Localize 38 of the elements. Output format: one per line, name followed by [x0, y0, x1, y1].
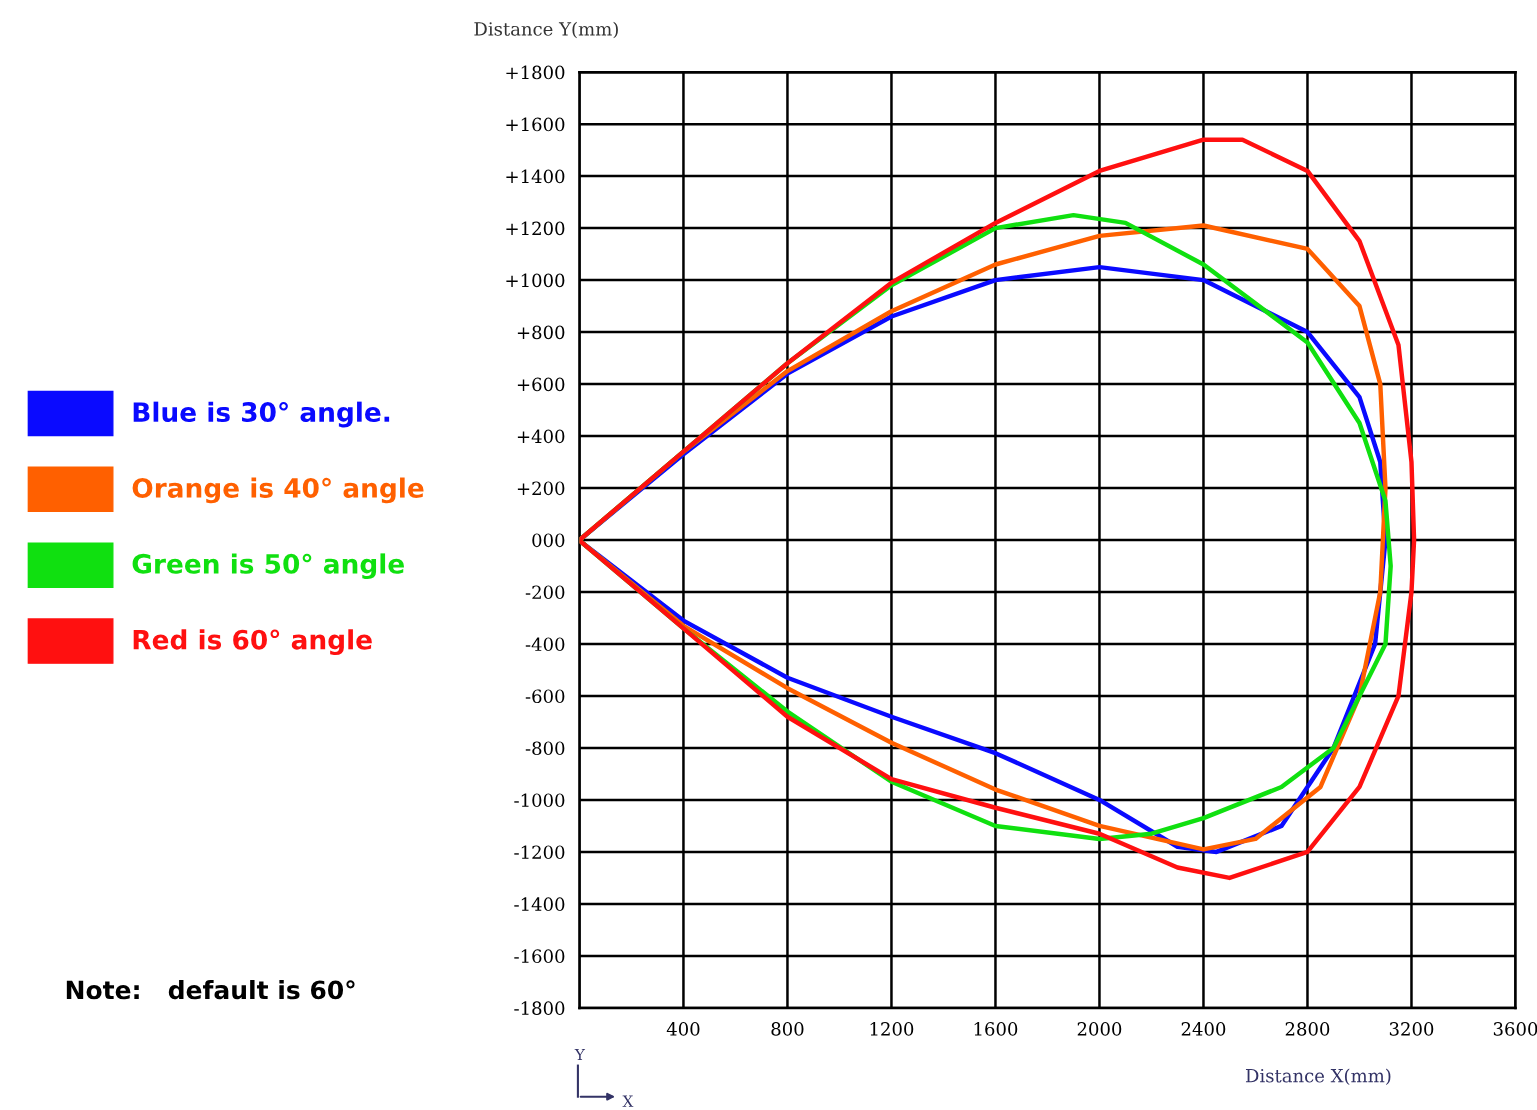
- y-tick-label: +1000: [506, 273, 565, 288]
- y-tick-label: -1000: [514, 793, 565, 808]
- y-tick-label: +1800: [506, 65, 565, 80]
- y-tick-label: +400: [517, 429, 565, 444]
- y-tick-label: -1400: [514, 897, 565, 912]
- line-series: [579, 137, 1417, 881]
- y-tick-label: -600: [525, 689, 565, 704]
- x-axis-title: Distance X(mm): [1245, 1068, 1391, 1086]
- legend-label: Red is 60° angle: [133, 629, 372, 655]
- text: Note: default is 60°: [66, 980, 355, 1000]
- x-tick-label: 3200: [1389, 1022, 1434, 1036]
- y-tick-label: -1600: [514, 949, 565, 964]
- y-tick-label: -200: [525, 585, 565, 600]
- x-tick-label: 2000: [1077, 1022, 1122, 1036]
- legend-label: Orange is 40° angle: [132, 477, 424, 504]
- y-tick-label: +200: [517, 481, 565, 496]
- x-tick-label: 2400: [1181, 1022, 1226, 1036]
- x-tick-label: 800: [771, 1022, 804, 1036]
- y-tick-label: +800: [517, 325, 565, 340]
- x-tick-label: 400: [666, 1022, 700, 1036]
- text: X: [622, 1095, 634, 1107]
- y-tick-label: 000: [532, 533, 565, 548]
- text: Y: [574, 1048, 586, 1061]
- legend-label: Blue is 30° angle.: [133, 401, 390, 428]
- x-tick-label: 1200: [870, 1022, 914, 1036]
- y-tick-label: -800: [525, 741, 565, 756]
- y-tick-label: -1200: [514, 845, 565, 860]
- y-tick-label: +1600: [506, 117, 565, 132]
- y-tick-label: +1200: [506, 221, 565, 236]
- legend-label: Green is 50° angle: [132, 553, 404, 580]
- y-tick-label: -1800: [514, 1001, 565, 1015]
- y-tick-label: -400: [525, 637, 565, 652]
- y-axis-title: Distance Y(mm): [474, 21, 618, 39]
- x-tick-label: 3600: [1493, 1022, 1537, 1036]
- x-tick-label: 2800: [1285, 1022, 1330, 1036]
- y-tick-label: +1400: [506, 169, 565, 184]
- x-tick-label: 1600: [974, 1022, 1018, 1036]
- y-tick-label: +600: [517, 377, 565, 392]
